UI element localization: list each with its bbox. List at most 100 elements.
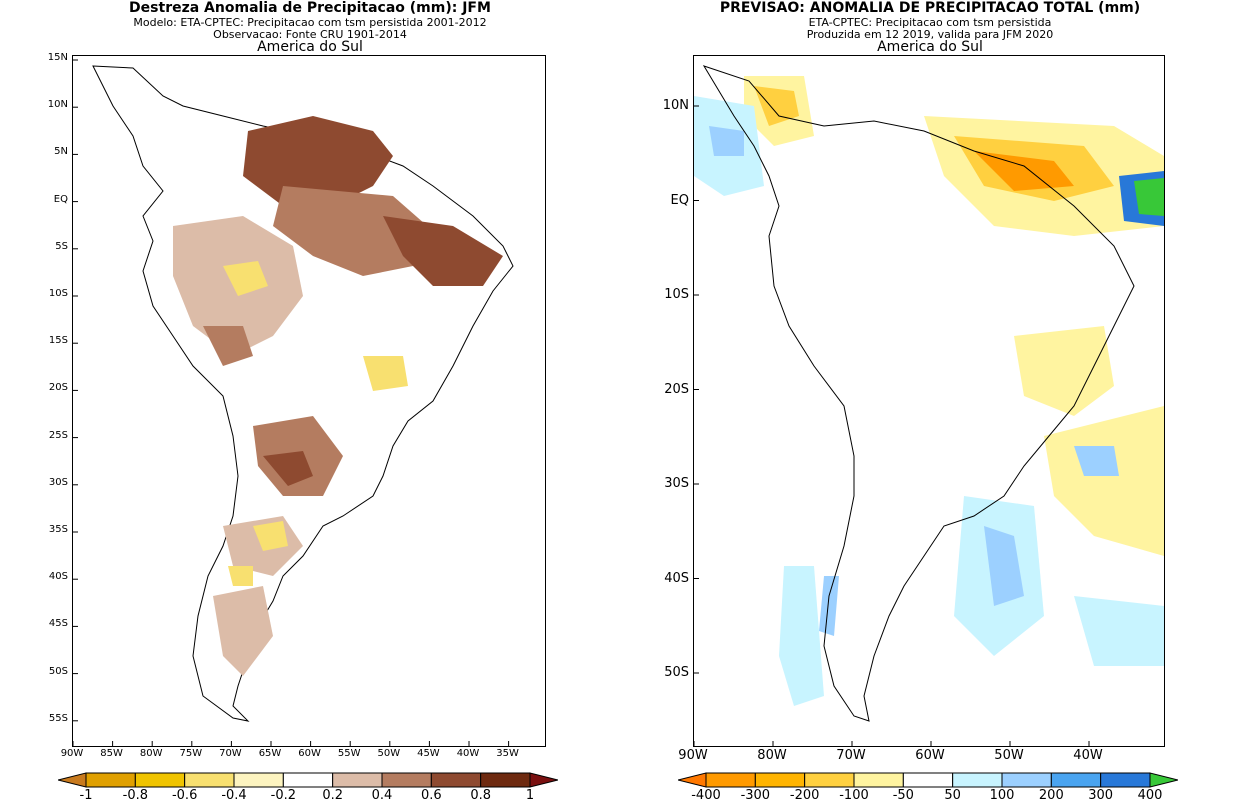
colorbar-segment <box>282 772 334 788</box>
lat-tick-label: 50S <box>48 665 68 677</box>
colorbar-segment <box>430 772 482 788</box>
right-map-ticks <box>694 105 1090 746</box>
colorbar-tick-label: -0.6 <box>171 788 198 803</box>
lat-tick-label: EQ <box>53 193 68 205</box>
colorbar-segment <box>804 772 855 788</box>
lon-tick-label: 50W <box>994 748 1024 763</box>
colorbar-segment <box>754 772 806 788</box>
colorbar-segment <box>853 772 904 788</box>
colorbar-tick-label: 0.2 <box>322 788 343 803</box>
right-map-title: PREVISAO: ANOMALIA DE PRECIPITACAO TOTAL… <box>719 0 1141 16</box>
left-map-ticks <box>73 59 510 746</box>
colorbar-tick-label: -0.4 <box>221 788 247 803</box>
colorbar-segment <box>1100 772 1151 788</box>
right-anomaly-fields <box>694 76 1164 706</box>
left-negative-skill-areas <box>223 261 408 586</box>
right-anomaly-map <box>694 65 1164 746</box>
lat-tick-label: 10S <box>664 287 689 302</box>
colorbar-segment <box>902 772 954 788</box>
colorbar-tick-label: -0.8 <box>122 788 149 803</box>
colorbar-tick-label: -200 <box>789 788 820 803</box>
colorbar-tick-label: -1 <box>79 788 93 803</box>
lat-tick-label: 15S <box>48 335 68 347</box>
colorbar-segment <box>952 772 1003 788</box>
colorbar-segment <box>184 772 235 788</box>
lon-tick-label: 90W <box>678 748 708 763</box>
colorbar-min-arrow <box>678 772 707 788</box>
lon-tick-label: 80W <box>139 748 163 759</box>
lat-tick-label: 5N <box>54 146 68 158</box>
lon-tick-label: 80W <box>757 748 787 763</box>
lat-tick-label: 15N <box>47 52 68 63</box>
lat-tick-label: 30S <box>48 476 68 488</box>
lon-tick-label: 90W <box>60 748 84 759</box>
left-colorbar <box>58 772 558 788</box>
colorbar-segment <box>85 772 136 788</box>
colorbar-tick-label: 400 <box>1137 788 1163 803</box>
colorbar-min-arrow <box>58 772 87 788</box>
lat-tick-label: 50S <box>664 665 689 680</box>
left-positive-skill-areas <box>173 116 503 676</box>
colorbar-segment <box>134 772 186 788</box>
colorbar-tick-label: -300 <box>740 788 771 803</box>
left-map-area <box>72 55 546 747</box>
lat-tick-label: 35S <box>48 524 68 535</box>
lon-tick-label: 85W <box>100 748 123 759</box>
colorbar-segment <box>233 772 284 788</box>
colorbar-segment <box>1001 772 1052 788</box>
colorbar-tick-label: -50 <box>892 788 914 803</box>
lon-tick-label: 55W <box>337 748 361 759</box>
colorbar-tick-label: 200 <box>1038 788 1064 803</box>
colorbar-tick-label: 300 <box>1088 788 1114 803</box>
lat-tick-label: 10N <box>47 99 68 111</box>
colorbar-tick-label: 1 <box>525 788 535 803</box>
lon-tick-label: 35W <box>496 748 519 759</box>
right-map-area <box>693 55 1165 747</box>
colorbar-segment <box>381 772 432 788</box>
lat-tick-label: 20S <box>664 381 689 397</box>
left-map-subtitle-obs: Observacao: Fonte CRU 1901-2014 <box>213 28 407 41</box>
lat-tick-label: 10N <box>662 98 689 113</box>
lat-tick-label: 45S <box>48 618 68 630</box>
right-continent-shape <box>702 65 1135 722</box>
left-skill-map <box>73 59 514 746</box>
lat-tick-label: 55S <box>48 712 68 724</box>
right-colorbar <box>678 772 1178 788</box>
colorbar-tick-label: 100 <box>989 788 1015 803</box>
colorbar-tick-label: -0.2 <box>270 788 297 803</box>
lon-tick-label: 45W <box>417 748 440 759</box>
lat-tick-label: 40S <box>48 571 68 583</box>
lat-tick-label: EQ <box>670 192 689 208</box>
colorbar-tick-label: -100 <box>839 788 869 803</box>
colorbar-segment <box>1050 772 1102 788</box>
colorbar-segment <box>332 772 383 788</box>
colorbar-tick-label: 50 <box>944 788 961 803</box>
colorbar-max-arrow <box>529 772 558 788</box>
colorbar-max-arrow <box>1149 772 1178 788</box>
right-map-subtitle-model: ETA-CPTEC: Precipitacao com tsm persisti… <box>808 16 1052 29</box>
lon-tick-label: 60W <box>298 748 321 759</box>
lon-tick-label: 70W <box>836 748 866 763</box>
colorbar-tick-label: 0.4 <box>371 788 393 803</box>
colorbar-tick-label: 0.8 <box>470 788 491 803</box>
lat-tick-label: 25S <box>48 429 68 441</box>
left-map-region-label: America do Sul <box>257 39 363 55</box>
lon-tick-label: 40W <box>456 748 480 759</box>
lat-tick-label: 40S <box>664 570 689 586</box>
left-map-title: Destreza Anomalia de Precipitacao (mm): … <box>129 0 491 16</box>
right-colorbar-bar <box>678 772 1178 788</box>
colorbar-tick-label: -400 <box>691 788 721 803</box>
lon-tick-label: 60W <box>915 748 945 763</box>
lat-tick-label: 30S <box>664 476 689 491</box>
lon-tick-label: 70W <box>219 748 242 759</box>
right-map-region-label: America do Sul <box>877 39 983 55</box>
lat-tick-label: 5S <box>55 240 68 252</box>
colorbar-segment <box>705 772 756 788</box>
left-colorbar-bar <box>58 772 558 788</box>
left-map-subtitle-model: Modelo: ETA-CPTEC: Precipitacao com tsm … <box>133 16 487 29</box>
lon-tick-label: 40W <box>1073 748 1103 763</box>
lon-tick-label: 50W <box>377 748 401 759</box>
lat-tick-label: 20S <box>48 382 68 394</box>
colorbar-segment <box>480 772 531 788</box>
lat-tick-label: 10S <box>48 288 68 299</box>
